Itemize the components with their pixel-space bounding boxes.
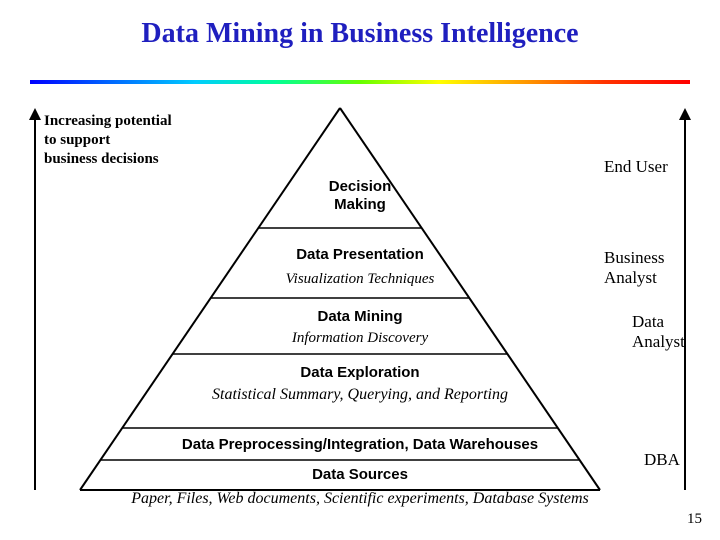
- page-number: 15: [687, 511, 702, 528]
- level-3-main: Data Exploration: [0, 364, 720, 382]
- left-arrow-head: [29, 108, 41, 120]
- role-label-2: DataAnalyst: [632, 312, 685, 351]
- level-4-main: Data Preprocessing/Integration, Data War…: [0, 436, 720, 454]
- left-description: Increasing potentialto supportbusiness d…: [44, 112, 172, 168]
- role-label-0: End User: [604, 157, 668, 177]
- level-3-sub: Statistical Summary, Querying, and Repor…: [0, 386, 720, 404]
- level-5-main: Data Sources: [0, 466, 720, 484]
- level-5-sub: Paper, Files, Web documents, Scientific …: [0, 490, 720, 508]
- level-0-main: DecisionMaking: [0, 178, 720, 214]
- role-label-1: BusinessAnalyst: [604, 248, 664, 287]
- right-arrow-head: [679, 108, 691, 120]
- level-2-main: Data Mining: [0, 308, 720, 326]
- slide: Data Mining in Business Intelligence 15 …: [0, 0, 720, 540]
- right-arrow-stem: [684, 118, 686, 490]
- role-label-3: DBA: [644, 450, 680, 470]
- level-2-sub: Information Discovery: [0, 330, 720, 347]
- left-arrow-stem: [34, 118, 36, 490]
